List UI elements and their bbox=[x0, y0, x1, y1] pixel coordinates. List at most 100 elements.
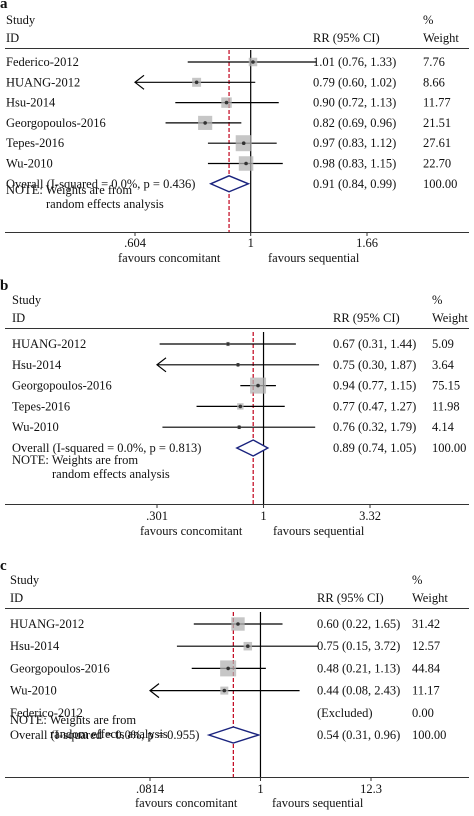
forest-plot-b: b Study ID RR (95% CI) % Weight HUANG-20… bbox=[0, 278, 474, 550]
point-estimate bbox=[238, 404, 243, 409]
study-label: Georgopoulos-2016 bbox=[10, 661, 110, 675]
point-estimate bbox=[256, 383, 260, 388]
weight-value: 5.09 bbox=[432, 337, 454, 351]
note-line-1: NOTE: Weights are from bbox=[10, 713, 136, 727]
study-label: Hsu-2014 bbox=[10, 639, 60, 653]
rr-header: RR (95% CI) bbox=[313, 31, 380, 45]
point-estimate bbox=[194, 80, 199, 85]
weight-value: 12.57 bbox=[412, 639, 440, 653]
study-label: Hsu-2014 bbox=[6, 96, 56, 110]
point-estimate bbox=[203, 121, 207, 125]
study-header: Study bbox=[10, 573, 40, 587]
rr-value: 0.94 (0.77, 1.15) bbox=[333, 379, 416, 393]
rr-value: 0.82 (0.69, 0.96) bbox=[313, 116, 396, 130]
rr-value: 0.75 (0.30, 1.87) bbox=[333, 358, 416, 372]
weight-value: 8.66 bbox=[423, 75, 445, 89]
rr-header: RR (95% CI) bbox=[317, 591, 384, 605]
weight-value: 7.76 bbox=[423, 55, 445, 69]
rr-value: 0.90 (0.72, 1.13) bbox=[313, 96, 396, 110]
weight-value: 11.17 bbox=[412, 684, 440, 698]
header-rule bbox=[5, 608, 469, 609]
study-label: HUANG-2012 bbox=[6, 75, 80, 89]
study-label: Georgopoulos-2016 bbox=[12, 379, 112, 393]
note-line-2: random effects analysis bbox=[46, 197, 164, 211]
study-label: Federico-2012 bbox=[10, 706, 83, 720]
id-header: ID bbox=[6, 31, 20, 45]
favours-left-label: favours concomitant bbox=[140, 524, 243, 538]
tick-label: 1 bbox=[248, 236, 254, 250]
footer-rule bbox=[5, 777, 469, 778]
weight-value: 3.64 bbox=[432, 358, 455, 372]
overall-rr-value: 0.91 (0.84, 0.99) bbox=[313, 177, 396, 191]
note-line-1: NOTE: Weights are from bbox=[12, 453, 138, 467]
percent-header: % bbox=[432, 293, 443, 307]
study-label: Tepes-2016 bbox=[12, 399, 70, 413]
overall-diamond bbox=[208, 175, 251, 193]
favours-left-label: favours concomitant bbox=[118, 251, 221, 265]
id-header: ID bbox=[12, 311, 26, 325]
weight-value: 0.00 bbox=[412, 706, 434, 720]
study-label: Federico-2012 bbox=[6, 55, 79, 69]
overall-label: Overall (I-squared = 0.0%, p = 0.813) bbox=[12, 441, 201, 455]
study-label: Georgopoulos-2016 bbox=[6, 116, 106, 130]
point-estimate bbox=[226, 342, 230, 346]
rr-value: 0.97 (0.83, 1.12) bbox=[313, 136, 396, 150]
weight-value: 27.61 bbox=[423, 136, 451, 150]
overall-weight-value: 100.00 bbox=[432, 441, 466, 455]
forest-plot-svg: Federico-2012 1.01 (0.76, 1.33) 7.76 HUANG-… bbox=[6, 50, 457, 265]
weight-header: Weight bbox=[423, 31, 459, 45]
favours-right-label: favours sequential bbox=[272, 796, 364, 810]
overall-weight-value: 100.00 bbox=[412, 728, 446, 742]
weight-value: 75.15 bbox=[432, 379, 460, 393]
note-line-1: NOTE: Weights are from bbox=[6, 183, 132, 197]
rr-value: 0.48 (0.21, 1.13) bbox=[317, 661, 400, 675]
forest-plot-svg: HUANG-2012 0.60 (0.22, 1.65) 31.42 Hsu-2014… bbox=[10, 612, 446, 810]
rr-value: 1.01 (0.76, 1.33) bbox=[313, 55, 396, 69]
point-estimate bbox=[224, 100, 229, 105]
weight-value: 31.42 bbox=[412, 617, 440, 631]
rr-value: 0.60 (0.22, 1.65) bbox=[317, 617, 400, 631]
study-header: Study bbox=[6, 13, 36, 27]
point-estimate bbox=[246, 644, 250, 648]
tick-label: 12.3 bbox=[360, 782, 382, 796]
study-label: Wu-2010 bbox=[12, 420, 59, 434]
rr-value: 0.77 (0.47, 1.27) bbox=[333, 399, 416, 413]
note-line-2: random effects analysis bbox=[52, 467, 170, 481]
rr-value: 0.44 (0.08, 2.43) bbox=[317, 684, 400, 698]
header-rule bbox=[5, 328, 469, 329]
note-line-2: random effects analysis bbox=[50, 727, 168, 741]
header-rule bbox=[5, 48, 469, 49]
overall-diamond bbox=[206, 726, 262, 744]
point-estimate bbox=[251, 60, 255, 64]
point-estimate bbox=[237, 425, 241, 429]
weight-value: 11.77 bbox=[423, 96, 451, 110]
study-label: HUANG-2012 bbox=[12, 337, 86, 351]
tick-label: 1.66 bbox=[356, 236, 378, 250]
weight-value: 4.14 bbox=[432, 420, 455, 434]
point-estimate bbox=[222, 688, 227, 693]
rr-value: 0.67 (0.31, 1.44) bbox=[333, 337, 416, 351]
favours-right-label: favours sequential bbox=[273, 524, 365, 538]
weight-value: 21.51 bbox=[423, 116, 451, 130]
overall-label: Overall (I-squared = 0.0%, p = 0.955) bbox=[10, 728, 199, 742]
ci-arrow-left bbox=[134, 74, 145, 90]
study-label: Hsu-2014 bbox=[12, 358, 62, 372]
overall-rr-value: 0.54 (0.31, 0.96) bbox=[317, 728, 400, 742]
overall-diamond bbox=[235, 439, 270, 457]
tick-label: .301 bbox=[146, 509, 168, 523]
overall-weight-value: 100.00 bbox=[423, 177, 457, 191]
rr-value: 0.98 (0.83, 1.15) bbox=[313, 157, 396, 171]
study-label: Wu-2010 bbox=[6, 157, 53, 171]
forest-plot-a: a Study ID RR (95% CI) % Weight Federico… bbox=[0, 0, 474, 275]
tick-label: 1 bbox=[260, 509, 266, 523]
rr-value: (Excluded) bbox=[317, 706, 373, 720]
point-estimate bbox=[236, 622, 240, 626]
favours-right-label: favours sequential bbox=[268, 251, 360, 265]
weight-header: Weight bbox=[432, 311, 468, 325]
panel-letter: b bbox=[0, 278, 9, 294]
favours-left-label: favours concomitant bbox=[135, 796, 238, 810]
weight-value: 22.70 bbox=[423, 157, 451, 171]
overall-rr-value: 0.89 (0.74, 1.05) bbox=[333, 441, 416, 455]
id-header: ID bbox=[10, 591, 24, 605]
point-estimate bbox=[241, 141, 246, 145]
